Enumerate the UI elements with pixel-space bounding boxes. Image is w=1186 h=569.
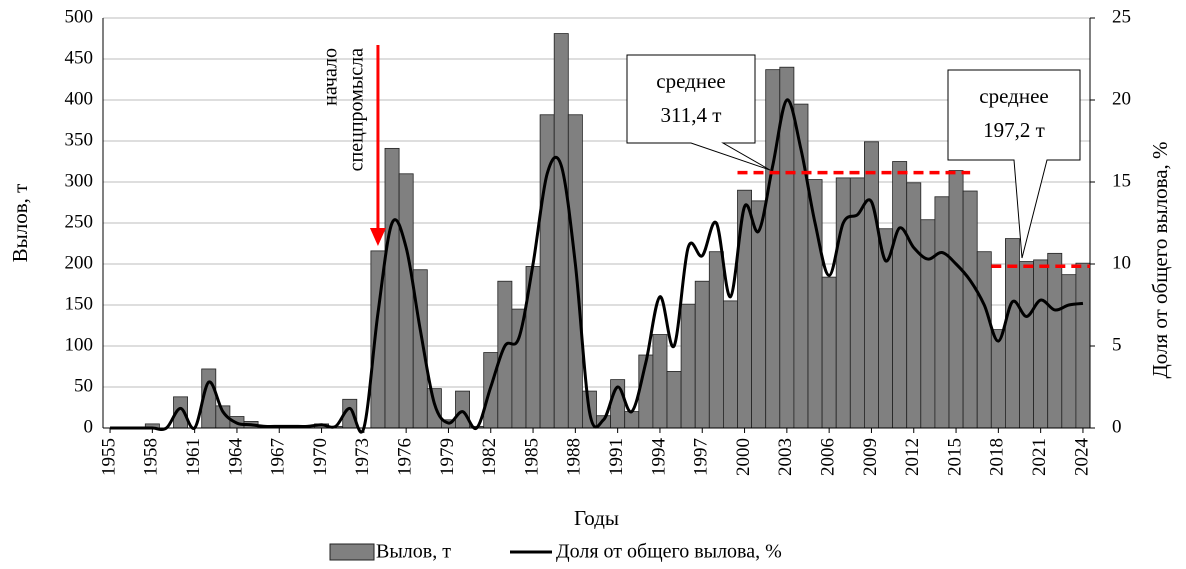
bar <box>398 173 414 429</box>
bar <box>920 219 936 429</box>
x-tick-label: 2006 <box>818 438 839 476</box>
x-tick-label: 1988 <box>564 438 585 476</box>
x-tick-label: 2009 <box>860 438 881 476</box>
legend-label: Вылов, т <box>376 541 451 563</box>
x-tick-label: 1958 <box>141 438 162 476</box>
callout-value: 311,4 т <box>661 103 722 127</box>
arrow-head <box>369 228 386 246</box>
bar <box>455 390 471 429</box>
x-tick-label: 2003 <box>775 438 796 476</box>
y2-tick-label: 10 <box>1112 252 1131 273</box>
bar <box>553 33 569 429</box>
bar <box>835 177 851 429</box>
bar <box>652 334 668 429</box>
x-tick-label: 1991 <box>606 438 627 476</box>
y-tick-label: 350 <box>65 129 94 150</box>
callout-text: среднее <box>656 69 725 93</box>
bar <box>1075 262 1091 429</box>
y2-tick-label: 5 <box>1112 334 1122 355</box>
x-tick-label: 2015 <box>944 438 965 476</box>
bar <box>1019 261 1035 429</box>
callout-text: среднее <box>979 84 1048 108</box>
line-series <box>110 98 1084 434</box>
x-tick-label: 1976 <box>395 438 416 476</box>
bar <box>864 141 879 429</box>
bar <box>765 69 781 429</box>
y-tick-label: 400 <box>65 88 94 109</box>
bar <box>708 251 724 429</box>
x-tick-label: 1964 <box>225 438 246 477</box>
bar <box>1033 259 1049 429</box>
callout <box>947 69 1081 259</box>
x-tick-label: 2012 <box>902 438 923 476</box>
bar <box>1047 252 1063 429</box>
bar <box>892 161 908 429</box>
x-tick-label: 1982 <box>479 438 500 476</box>
y2-tick-label: 15 <box>1112 170 1131 191</box>
y-tick-label: 0 <box>84 416 94 437</box>
x-tick-label: 1997 <box>691 438 712 476</box>
bar <box>624 411 640 429</box>
y-tick-label: 200 <box>65 252 94 273</box>
callout <box>626 54 771 171</box>
y2-tick-label: 20 <box>1112 88 1131 109</box>
bar <box>384 147 400 429</box>
bar <box>680 303 696 429</box>
x-tick-label: 1955 <box>98 438 119 476</box>
x-tick-label: 1994 <box>648 438 669 477</box>
x-tick-label: 1985 <box>521 438 542 476</box>
bar <box>821 276 837 429</box>
legend-swatch <box>329 543 375 561</box>
y2-axis-title: Доля от общего вылова, % <box>1148 141 1172 378</box>
x-tick-label: 1970 <box>310 438 331 476</box>
bar <box>694 280 710 429</box>
x-tick-label: 1973 <box>352 438 373 476</box>
bar <box>1061 274 1077 429</box>
bar <box>426 388 442 429</box>
x-tick-label: 2024 <box>1071 438 1092 477</box>
x-axis-title: Годы <box>574 506 619 530</box>
callout-value: 197,2 т <box>983 118 1045 142</box>
x-tick-label: 1979 <box>437 438 458 476</box>
y-tick-label: 50 <box>74 375 93 396</box>
x-tick-label: 2018 <box>987 438 1008 476</box>
bar <box>934 196 950 429</box>
y-tick-label: 150 <box>65 293 94 314</box>
arrow-label: начало <box>320 48 342 106</box>
y2-tick-label: 25 <box>1112 6 1131 27</box>
x-tick-label: 1961 <box>183 438 204 476</box>
y-tick-label: 100 <box>65 334 94 355</box>
bar <box>723 300 738 429</box>
y-tick-label: 450 <box>65 47 94 68</box>
legend-label: Доля от общего вылова, % <box>556 541 782 563</box>
x-tick-label: 2021 <box>1029 438 1050 476</box>
bar <box>990 329 1006 429</box>
x-tick-label: 2000 <box>733 438 754 476</box>
bar <box>962 190 978 429</box>
y-axis-title: Вылов, т <box>8 184 32 263</box>
bar <box>976 251 992 429</box>
bar <box>751 200 767 429</box>
bar <box>948 170 964 429</box>
x-tick-label: 1967 <box>268 438 289 476</box>
bar <box>906 182 922 429</box>
arrow-label: спецпромысла <box>346 48 368 171</box>
y-tick-label: 300 <box>65 170 94 191</box>
bar <box>666 371 682 429</box>
bar <box>511 308 527 429</box>
y2-tick-label: 0 <box>1112 416 1122 437</box>
y-tick-label: 250 <box>65 211 94 232</box>
y-tick-label: 500 <box>65 6 94 27</box>
